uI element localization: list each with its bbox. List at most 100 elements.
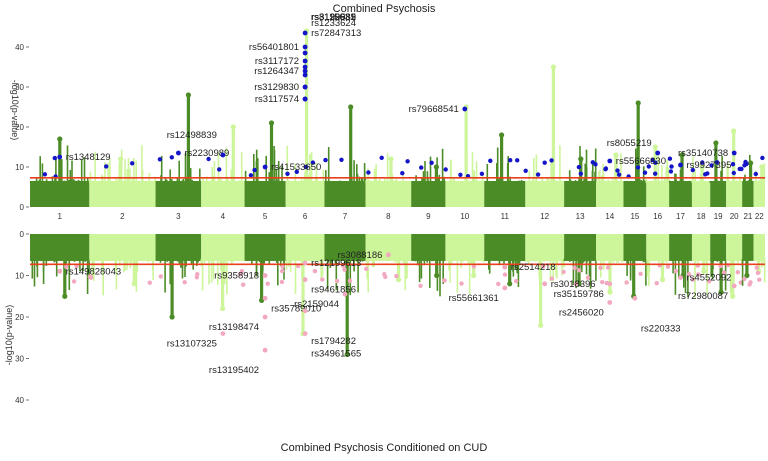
bottom-hit-point <box>600 279 605 285</box>
snp-label: rs220333 <box>641 323 681 334</box>
snp-point <box>607 300 613 305</box>
snp-point <box>302 50 308 56</box>
chromosome-band-3 <box>155 234 202 261</box>
bottom-hit-point <box>572 265 577 271</box>
chromosome-band-1 <box>30 181 90 207</box>
snp-point <box>262 295 268 301</box>
chromosome-band-10 <box>445 181 485 207</box>
peak-point-chr20 <box>731 128 737 134</box>
y-tick-label: 10 <box>15 272 24 281</box>
chromosome-band-6 <box>285 234 325 261</box>
bottom-hit-point <box>63 264 69 269</box>
bottom-hit-point <box>541 264 546 269</box>
top-hit-point <box>744 161 749 167</box>
top-hit-point <box>714 160 720 165</box>
peak-point-chr4 <box>230 124 236 130</box>
snp-label: rs12199613 <box>311 258 361 269</box>
snp-label: rs1264347 <box>254 66 299 77</box>
chromosome-band-7 <box>324 181 366 207</box>
snp-label: rs3088186 <box>337 250 382 261</box>
snp-point <box>262 347 268 353</box>
chromosome-band-21 <box>742 234 754 261</box>
snp-label: rs1348129 <box>66 152 111 163</box>
peak-point-chr8 <box>396 277 402 283</box>
chromosome-label-20: 20 <box>730 212 739 221</box>
chromosome-band-20 <box>726 181 743 207</box>
chromosome-band-4 <box>201 181 245 207</box>
chromosome-band-17 <box>669 181 692 207</box>
snp-label: rs35140738 <box>678 148 728 159</box>
bottom-hit-point <box>686 272 692 277</box>
bottom-hit-point <box>342 267 347 272</box>
snp-point <box>542 281 548 287</box>
top-hit-point <box>549 158 554 163</box>
peak-point-chr1 <box>57 136 63 142</box>
top-hit-point <box>217 167 222 172</box>
snp-label: rs3018396 <box>551 279 596 290</box>
peak-point-chr2 <box>118 156 124 162</box>
peak-point-chr9 <box>434 272 440 279</box>
bottom-y-axis-label: -log10(p-value) <box>4 305 14 366</box>
chromosome-band-2 <box>89 234 156 261</box>
chromosome-band-6 <box>285 181 325 207</box>
snp-point <box>731 283 737 289</box>
snp-label: rs149828043 <box>66 266 121 277</box>
bottom-hit-point <box>577 268 582 273</box>
y-tick-label: 10 <box>15 163 24 172</box>
y-tick-label: 0 <box>20 230 25 239</box>
chromosome-label-5: 5 <box>263 212 268 221</box>
chromosome-label-14: 14 <box>605 212 614 221</box>
snp-label: rs2514218 <box>511 262 556 273</box>
bottom-hit-point <box>74 264 79 269</box>
chromosome-label-10: 10 <box>460 212 469 221</box>
peak-point-chr19 <box>718 289 724 295</box>
bottom-hit-point <box>605 265 611 270</box>
snp-label: rs55661361 <box>449 293 499 304</box>
bottom-hit-point <box>721 270 727 275</box>
top-hit-point <box>458 172 463 177</box>
snp-point <box>302 260 308 266</box>
y-tick-label: 20 <box>15 313 24 322</box>
snp-point <box>302 84 308 90</box>
snp-label: rs34961565 <box>311 349 361 360</box>
top-hit-point <box>104 164 109 169</box>
bottom-hit-point <box>241 282 246 287</box>
chromosome-label-8: 8 <box>386 212 391 221</box>
chromosome-band-22 <box>753 234 765 261</box>
chromosome-label-2: 2 <box>120 212 125 221</box>
chromosome-band-10 <box>445 234 485 261</box>
bottom-hit-point <box>755 270 761 276</box>
bottom-hit-point <box>742 276 747 282</box>
top-hit-point <box>730 162 736 167</box>
top-hit-point <box>419 165 424 170</box>
chromosome-band-13 <box>564 234 597 261</box>
bottom-hit-point <box>280 268 285 274</box>
chromosome-label-16: 16 <box>653 212 662 221</box>
peak-point-chr18 <box>699 164 705 170</box>
snp-point <box>302 96 308 102</box>
chromosome-band-18 <box>691 181 711 207</box>
top-panel-title: Combined Psychosis <box>333 3 436 15</box>
snp-point <box>302 64 308 70</box>
top-hit-point <box>739 166 744 172</box>
chromosome-label-13: 13 <box>576 212 585 221</box>
top-hit-point <box>429 160 434 165</box>
chromosome-band-7 <box>324 234 366 261</box>
top-hit-point <box>542 160 547 165</box>
top-hit-point <box>304 164 309 170</box>
top-hit-point <box>615 168 620 173</box>
snp-label: rs3129830 <box>254 82 299 93</box>
top-hit-point <box>508 158 513 163</box>
chromosome-band-11 <box>484 181 526 207</box>
peak-point-chr13 <box>578 156 584 162</box>
bottom-hit-point <box>502 272 508 277</box>
bottom-hit-point <box>364 266 369 271</box>
snp-label: rs9461856 <box>311 285 356 296</box>
bottom-hit-point <box>561 269 566 275</box>
top-hit-point <box>669 164 674 169</box>
bottom-hit-point <box>585 275 591 280</box>
top-hit-point <box>366 170 371 175</box>
snp-point <box>302 30 308 36</box>
bottom-hit-point <box>394 273 399 279</box>
y-tick-label: 40 <box>15 43 24 52</box>
